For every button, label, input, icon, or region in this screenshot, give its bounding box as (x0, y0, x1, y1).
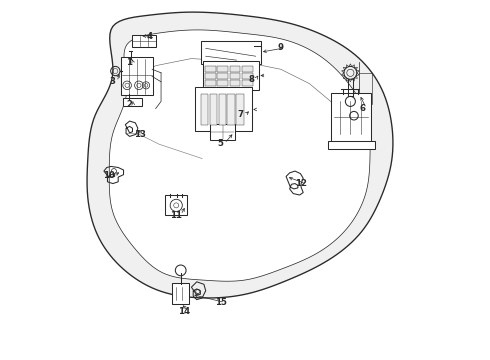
FancyBboxPatch shape (230, 80, 241, 86)
Text: 7: 7 (238, 111, 244, 120)
Text: 13: 13 (134, 130, 146, 139)
Text: 11: 11 (171, 211, 182, 220)
Text: 15: 15 (215, 298, 227, 307)
Text: 3: 3 (110, 77, 116, 86)
FancyBboxPatch shape (210, 94, 217, 125)
FancyBboxPatch shape (218, 73, 228, 79)
Polygon shape (109, 30, 370, 281)
FancyBboxPatch shape (205, 66, 216, 72)
FancyBboxPatch shape (331, 93, 371, 142)
FancyBboxPatch shape (327, 141, 375, 149)
FancyBboxPatch shape (201, 41, 261, 64)
FancyBboxPatch shape (242, 66, 252, 72)
Polygon shape (87, 12, 393, 298)
FancyBboxPatch shape (219, 94, 226, 125)
FancyBboxPatch shape (242, 80, 252, 86)
Text: 5: 5 (217, 139, 223, 148)
Text: 2: 2 (126, 100, 132, 109)
FancyBboxPatch shape (123, 98, 142, 107)
FancyBboxPatch shape (230, 73, 241, 79)
Text: 8: 8 (248, 75, 254, 84)
Text: 10: 10 (103, 171, 115, 180)
FancyBboxPatch shape (237, 94, 244, 125)
FancyBboxPatch shape (210, 124, 235, 140)
Text: 6: 6 (359, 104, 365, 113)
FancyBboxPatch shape (227, 94, 235, 125)
FancyBboxPatch shape (242, 73, 252, 79)
FancyBboxPatch shape (132, 35, 156, 47)
FancyBboxPatch shape (218, 66, 228, 72)
FancyBboxPatch shape (230, 66, 241, 72)
FancyBboxPatch shape (201, 94, 208, 125)
FancyBboxPatch shape (203, 61, 259, 90)
Text: 12: 12 (295, 179, 307, 188)
FancyBboxPatch shape (172, 283, 189, 304)
Text: 9: 9 (278, 43, 284, 52)
FancyBboxPatch shape (205, 80, 216, 86)
Text: 4: 4 (146, 32, 152, 41)
Text: 14: 14 (178, 307, 190, 316)
FancyBboxPatch shape (196, 87, 252, 131)
Text: 1: 1 (126, 58, 132, 67)
FancyBboxPatch shape (165, 195, 188, 215)
FancyBboxPatch shape (121, 58, 153, 95)
FancyBboxPatch shape (205, 73, 216, 79)
FancyBboxPatch shape (218, 80, 228, 86)
